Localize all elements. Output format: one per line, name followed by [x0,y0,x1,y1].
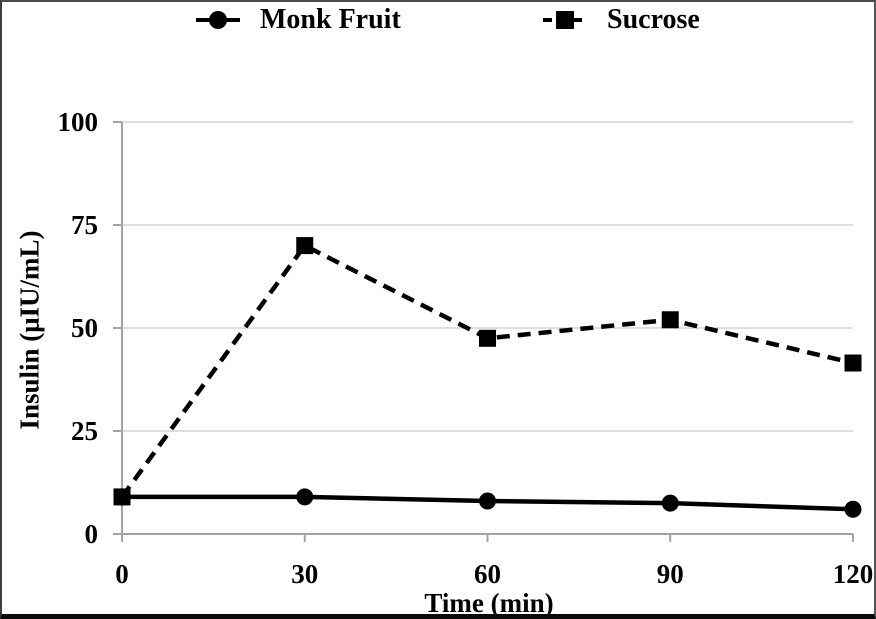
legend-label-sucrose: Sucrose [607,4,700,35]
x-tick-label: 0 [115,559,129,589]
data-point-sucrose [479,329,496,347]
chart-legend: Monk Fruit Sucrose [2,4,874,38]
x-tick-label: 30 [291,559,318,589]
y-tick-label: 50 [71,313,98,343]
data-point-monk-fruit [661,494,679,512]
x-tick-label: 120 [833,559,874,589]
legend-label-monk-fruit: Monk Fruit [260,4,401,35]
data-point-sucrose [661,311,679,329]
x-tick-label: 90 [657,559,684,589]
data-point-monk-fruit [479,492,496,510]
square-on-dashed-line-icon [543,11,587,29]
legend-item-monk-fruit: Monk Fruit [196,4,401,36]
data-point-sucrose [844,354,862,372]
series-line-sucrose [120,242,854,499]
legend-item-sucrose: Sucrose [543,4,700,36]
data-point-monk-fruit [296,488,314,506]
data-point-sucrose [113,488,131,506]
y-tick-label: 0 [85,519,99,549]
data-point-monk-fruit [844,500,862,518]
x-tick-label: 60 [474,559,501,589]
circle-on-solid-line-icon [196,11,240,29]
y-tick-label: 75 [71,210,98,240]
y-tick-label: 25 [71,416,98,446]
x-axis-title: Time (min) [424,588,554,618]
data-point-sucrose [296,237,314,255]
y-tick-label: 100 [58,107,99,137]
y-axis-title: Insulin (μIU/mL) [14,230,45,430]
